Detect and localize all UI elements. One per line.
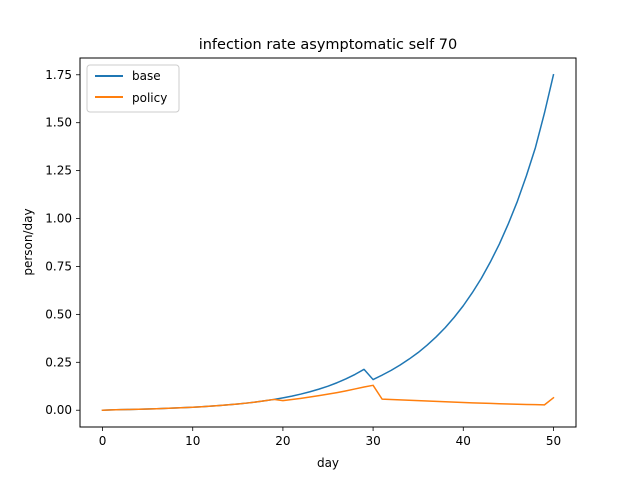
y-axis: 0.00 0.25 0.50 0.75 1.00 1.25 1.50 1.75 — [45, 68, 80, 417]
series-line-policy — [101, 384, 555, 412]
x-tick-label: 10 — [185, 434, 200, 448]
plot-area — [101, 73, 555, 412]
y-tick-label: 0.25 — [45, 355, 72, 369]
legend: base policy — [86, 64, 180, 113]
x-axis: 0 10 20 30 40 50 — [99, 427, 561, 448]
y-tick-label: 0.00 — [45, 403, 72, 417]
x-axis-label: day — [317, 456, 339, 470]
y-tick-label: 0.50 — [45, 307, 72, 321]
y-tick-label: 1.25 — [45, 164, 72, 178]
y-tick-label: 1.75 — [45, 68, 72, 82]
x-tick-label: 40 — [456, 434, 471, 448]
chart-title: infection rate asymptomatic self 70 — [199, 37, 458, 53]
y-tick-label: 1.50 — [45, 116, 72, 130]
axes-frame — [79, 57, 577, 428]
y-axis-label: person/day — [21, 208, 35, 275]
x-tick-label: 0 — [99, 434, 107, 448]
y-tick-label: 0.75 — [45, 259, 72, 273]
legend-label-base: base — [132, 69, 161, 83]
x-tick-label: 30 — [365, 434, 380, 448]
series-line-base — [101, 73, 555, 412]
y-tick-label: 1.00 — [45, 212, 72, 226]
legend-label-policy: policy — [132, 91, 167, 105]
x-tick-label: 20 — [275, 434, 290, 448]
x-tick-label: 50 — [546, 434, 561, 448]
